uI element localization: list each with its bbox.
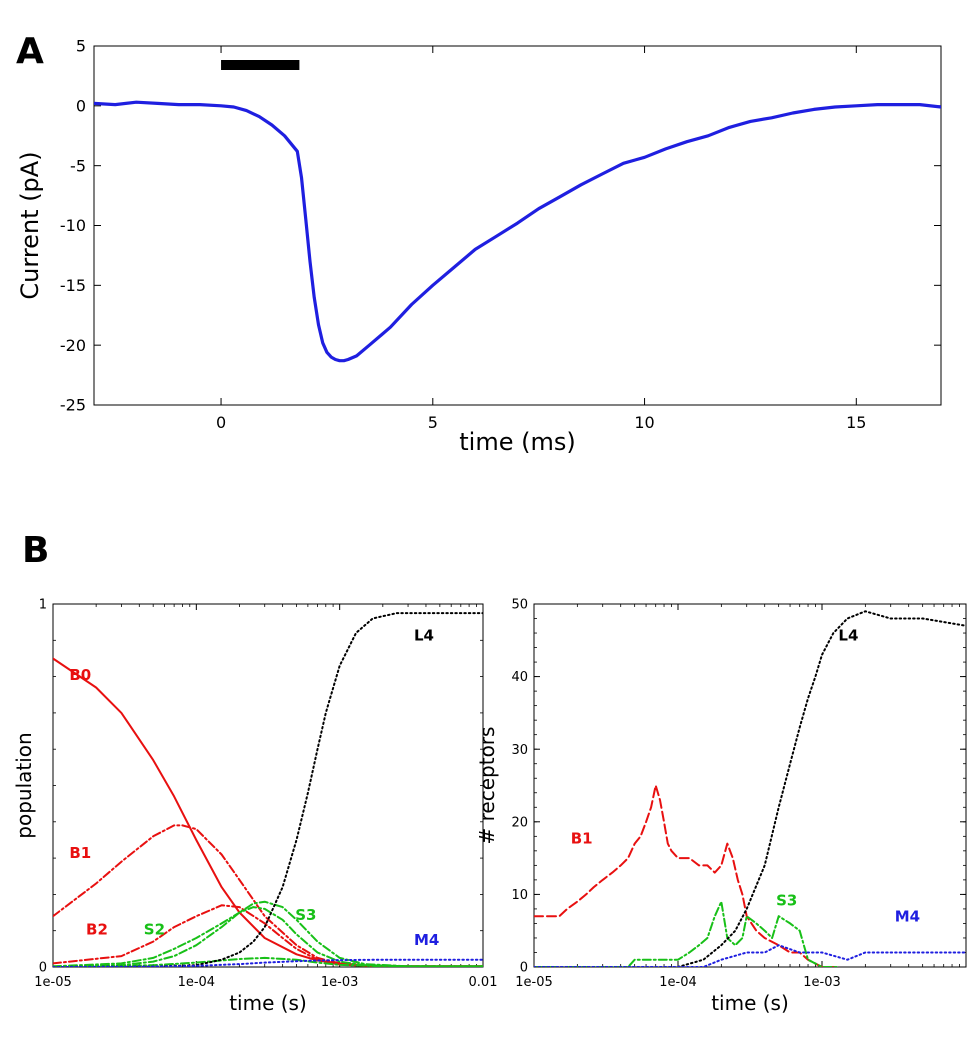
annotation-l4: L4 — [414, 626, 434, 644]
plot-frame — [533, 603, 967, 968]
chart-b-left: 1e-05 1e-04 1e-03 0.01 0 1 time (s) population B… — [12, 598, 497, 1015]
series-line-3 — [534, 610, 966, 967]
y-axis-label: population — [12, 732, 36, 838]
x-tick-label: 10 — [634, 413, 654, 432]
y-tick-label: 0 — [520, 961, 528, 976]
y-tick-label: 50 — [511, 598, 528, 613]
annotation-b1: B1 — [571, 830, 593, 848]
x-axis-label: time (s) — [229, 991, 307, 1015]
y-tick-label: 0 — [39, 961, 47, 976]
series-group — [53, 612, 483, 967]
x-tick-label: 0.01 — [469, 975, 498, 990]
x-tick-label: 1e-03 — [321, 975, 359, 990]
annotation-b1: B1 — [69, 844, 91, 862]
panel-label-a: A — [16, 31, 44, 72]
y-tick-label: -15 — [60, 276, 86, 295]
annotation-b2: B2 — [86, 920, 108, 938]
x-tick-label: 1e-04 — [178, 975, 216, 990]
panel-label-b: B — [22, 530, 49, 571]
plot-frame — [93, 45, 942, 406]
series-line-4 — [53, 906, 483, 967]
y-tick-label: 30 — [511, 743, 528, 758]
y-axis-label: # receptors — [475, 727, 499, 845]
x-tick-label: 1e-05 — [34, 975, 72, 990]
x-tick-label: 0 — [216, 413, 226, 432]
series-line-1 — [534, 784, 840, 967]
y-tick-label: -25 — [60, 396, 86, 415]
series-line-2 — [534, 900, 840, 967]
series-line-1 — [94, 100, 941, 363]
y-tick-label: 40 — [511, 670, 528, 685]
series-line-5 — [53, 900, 483, 967]
x-axis-label: time (s) — [711, 991, 789, 1015]
x-axis-label: time (ms) — [459, 428, 575, 456]
x-tick-label: 1e-03 — [803, 975, 841, 990]
y-tick-label: 5 — [76, 37, 86, 56]
stimulus-bar — [221, 60, 300, 70]
plot-frame — [52, 603, 484, 968]
chart-a: 0 5 10 15 5 0 -5 -10 -15 -20 -25 time (ms) Current (… — [16, 37, 942, 456]
x-tick-label: 15 — [846, 413, 866, 432]
annotation-b0: B0 — [69, 666, 91, 684]
y-tick-label: 20 — [511, 815, 528, 830]
x-tick-label: 1e-04 — [659, 975, 697, 990]
annotation-s3: S3 — [295, 906, 316, 924]
series-line-7 — [53, 612, 483, 967]
series-line-8 — [53, 958, 483, 967]
series-line-4 — [534, 944, 966, 967]
x-tick-label: 5 — [428, 413, 438, 432]
y-tick-label: -20 — [60, 336, 86, 355]
annotation-m4: M4 — [414, 931, 439, 949]
y-tick-label: -5 — [70, 156, 86, 175]
series-line-6 — [53, 956, 483, 967]
y-tick-label: 1 — [39, 598, 47, 613]
annotation-l4: L4 — [838, 626, 858, 644]
series-group — [534, 610, 966, 967]
chart-b-right: 1e-05 1e-04 1e-03 0 10 20 30 40 50 time (s) # rece… — [475, 598, 967, 1015]
y-tick-label: 10 — [511, 888, 528, 903]
x-tick-label: 1e-05 — [515, 975, 553, 990]
y-tick-label: -10 — [60, 216, 86, 235]
annotation-s3: S3 — [776, 891, 797, 909]
annotation-m4: M4 — [895, 907, 920, 925]
series-group — [94, 100, 941, 363]
y-axis-label: Current (pA) — [16, 151, 44, 299]
y-tick-label: 0 — [76, 96, 86, 115]
annotation-s2: S2 — [144, 920, 165, 938]
